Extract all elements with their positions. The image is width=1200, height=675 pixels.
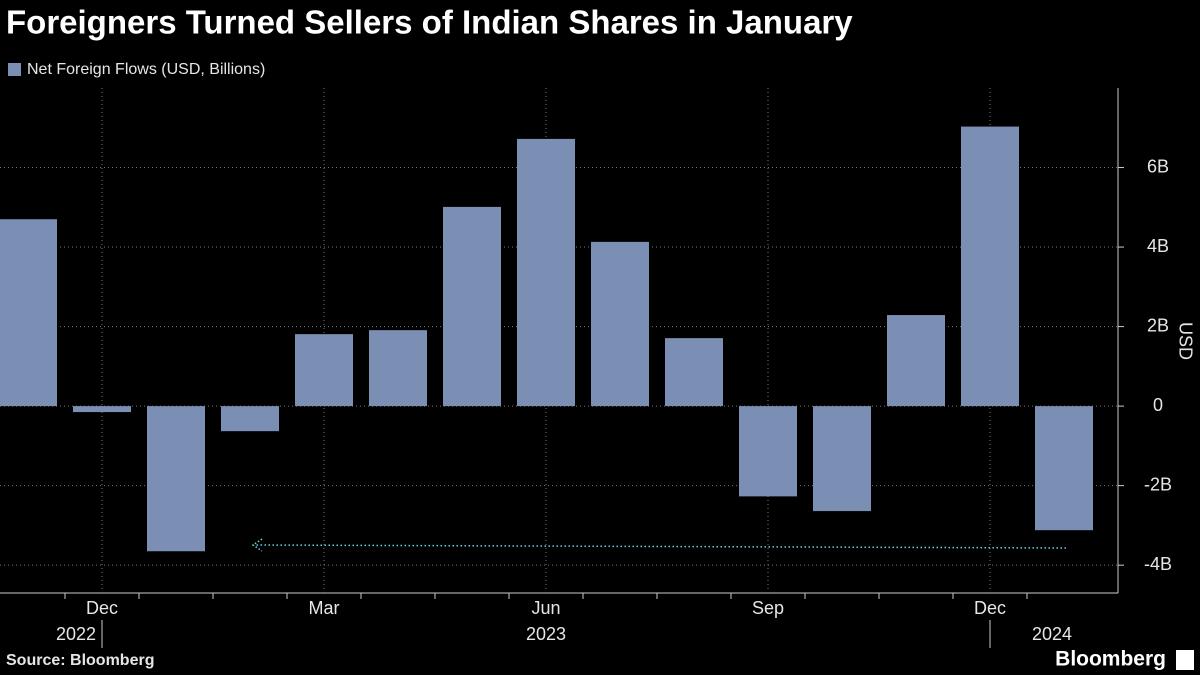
source: Source: Bloomberg bbox=[6, 652, 154, 669]
bar bbox=[0, 219, 57, 407]
y-tick-label: 0 bbox=[1153, 395, 1163, 415]
x-year-label: 2022 bbox=[56, 624, 96, 644]
bar bbox=[665, 338, 723, 407]
y-tick-label: -4B bbox=[1144, 554, 1172, 574]
x-tick-label: Mar bbox=[309, 598, 340, 618]
x-tick-label: Dec bbox=[86, 598, 118, 618]
bar bbox=[73, 406, 131, 413]
annotation-arrow bbox=[255, 544, 1067, 549]
y-tick-label: -2B bbox=[1144, 474, 1172, 494]
brand-icon bbox=[1176, 650, 1194, 670]
x-tick-label: Sep bbox=[752, 598, 784, 618]
x-tick-label: Jun bbox=[531, 598, 560, 618]
chart-title: Foreigners Turned Sellers of Indian Shar… bbox=[6, 4, 853, 41]
legend-swatch bbox=[8, 63, 21, 76]
bar bbox=[961, 126, 1019, 407]
y-tick-label: 4B bbox=[1147, 236, 1169, 256]
y-axis-label: USD bbox=[1175, 322, 1195, 360]
y-tick-label: 2B bbox=[1147, 315, 1169, 335]
bar bbox=[887, 315, 945, 407]
bar bbox=[517, 138, 575, 407]
legend-label: Net Foreign Flows (USD, Billions) bbox=[27, 61, 265, 78]
x-year-label: 2024 bbox=[1032, 624, 1072, 644]
bar bbox=[591, 241, 649, 407]
bar bbox=[1035, 406, 1093, 531]
bar bbox=[813, 406, 871, 512]
bar bbox=[443, 206, 501, 407]
bar bbox=[221, 406, 279, 432]
bar bbox=[369, 330, 427, 407]
x-year-label: 2023 bbox=[526, 624, 566, 644]
brand: Bloomberg bbox=[1055, 648, 1166, 671]
bar bbox=[739, 406, 797, 497]
y-tick-label: 6B bbox=[1147, 156, 1169, 176]
bar bbox=[295, 334, 353, 407]
arrow-head bbox=[251, 538, 263, 552]
bar bbox=[147, 406, 205, 552]
x-tick-label: Dec bbox=[974, 598, 1006, 618]
